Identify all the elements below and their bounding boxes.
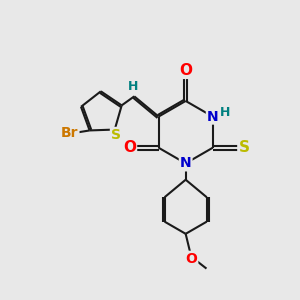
Text: O: O xyxy=(123,140,136,155)
Text: S: S xyxy=(238,140,249,155)
Text: S: S xyxy=(111,128,121,142)
Text: N: N xyxy=(207,110,218,124)
Text: Br: Br xyxy=(61,126,78,140)
Text: H: H xyxy=(220,106,230,119)
Text: H: H xyxy=(128,80,138,93)
Text: N: N xyxy=(180,156,191,170)
Text: O: O xyxy=(179,63,192,78)
Text: O: O xyxy=(185,252,197,266)
